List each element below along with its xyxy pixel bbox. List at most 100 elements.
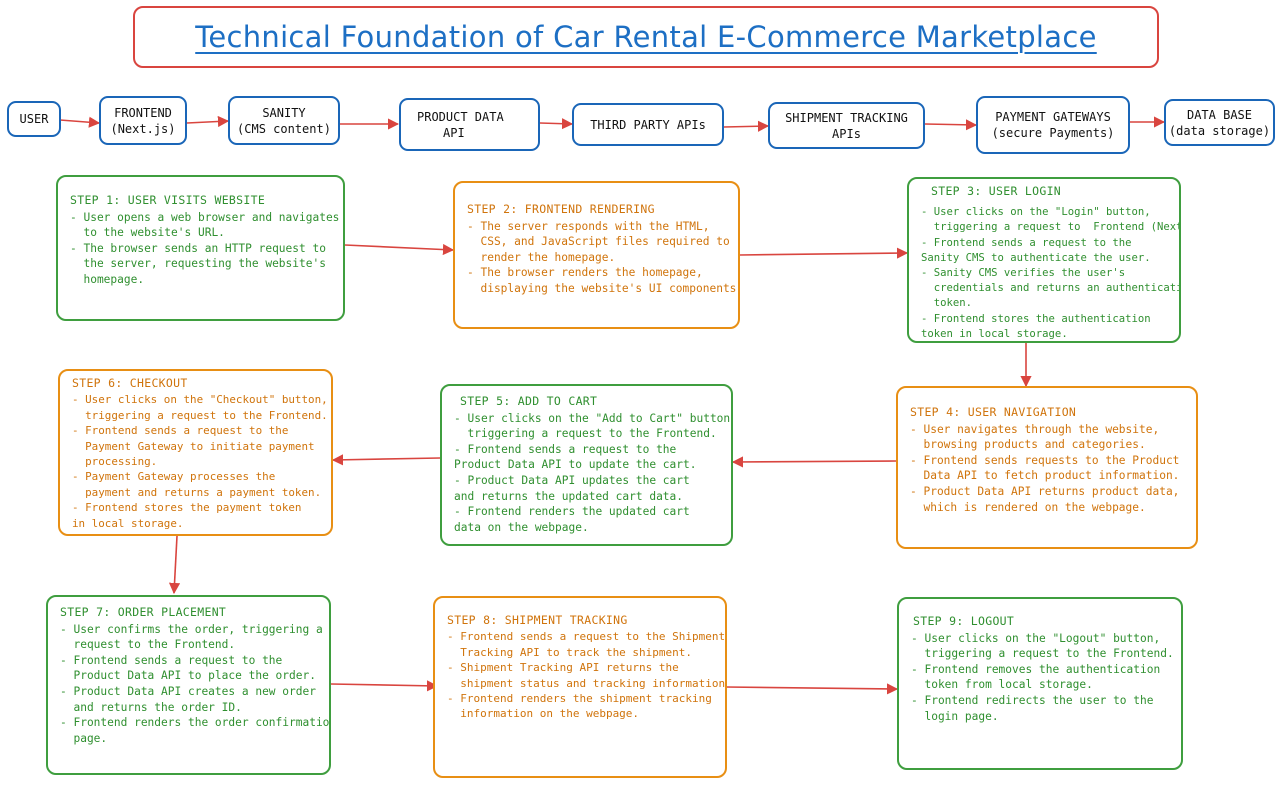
page-title: Technical Foundation of Car Rental E-Com… <box>195 20 1097 54</box>
node-line: PAYMENT GATEWAYS <box>995 110 1111 124</box>
arrow-shipment-payment <box>924 119 978 131</box>
arrow-third-party-shipment <box>723 120 770 132</box>
step-line: Data API to fetch product information. <box>910 469 1180 483</box>
step-line: - Payment Gateway processes the <box>72 470 276 484</box>
step-line: triggering a request to the Frontend. <box>911 647 1174 661</box>
arrow-step7-step8 <box>330 680 439 692</box>
step-line: which is rendered on the webpage. <box>910 500 1146 514</box>
step-line: displaying the website's UI components. <box>467 281 740 295</box>
node-product-data-api: PRODUCT DATA API <box>399 98 540 151</box>
node-line: (Next.js) <box>110 121 176 136</box>
arrow-frontend-sanity <box>186 115 230 128</box>
step-line: - User clicks on the "Logout" button, <box>911 631 1161 645</box>
step-line: CSS, and JavaScript files required to <box>467 235 730 249</box>
step-line: to the website's URL. <box>70 226 225 240</box>
step-line: - User clicks on the "Login" button, <box>921 206 1151 219</box>
step-line: - Product Data API creates a new order <box>60 684 316 698</box>
step-6-box: STEP 6: CHECKOUT - User clicks on the "C… <box>58 369 333 536</box>
step-line: - User navigates through the website, <box>910 422 1160 436</box>
step-3-box: STEP 3: USER LOGIN - User clicks on the … <box>907 177 1181 343</box>
step-title: STEP 3: USER LOGIN <box>931 184 1062 198</box>
step-line: Product Data API to place the order. <box>60 669 316 683</box>
step-line: - Frontend renders the shipment tracking <box>447 692 712 706</box>
step-line: - User clicks on the "Add to Cart" butto… <box>454 411 733 425</box>
node-sanity: SANITY (CMS content) <box>228 96 340 145</box>
step-line: - Frontend stores the payment token <box>72 501 302 515</box>
step-line: triggering a request to the Frontend. <box>72 408 328 422</box>
node-line: (data storage) <box>1168 123 1271 138</box>
step-line: - Frontend sends a request to the Shipme… <box>447 630 726 644</box>
node-line: SANITY <box>262 105 306 120</box>
step-line: render the homepage. <box>467 250 616 264</box>
step-8-box: STEP 8: SHIPMENT TRACKING - Frontend sen… <box>433 596 727 778</box>
node-shipment-tracking-apis: SHIPMENT TRACKING APIs <box>768 102 925 149</box>
step-line: processing. <box>72 455 158 469</box>
step-line: shipment status and tracking information… <box>447 676 727 690</box>
step-line: - Frontend sends a request to the <box>454 442 677 456</box>
step-line: - The server responds with the HTML, <box>467 219 710 233</box>
step-line: and returns the order ID. <box>60 700 242 714</box>
node-line: DATA BASE <box>1186 107 1253 122</box>
step-line: page. <box>60 731 108 745</box>
step-line: Sanity CMS to authenticate the user. <box>921 251 1151 264</box>
title-box: Technical Foundation of Car Rental E-Com… <box>133 6 1159 68</box>
step-line: in local storage. <box>72 516 184 530</box>
node-line: SHIPMENT TRACKING <box>785 110 908 125</box>
step-9-box: STEP 9: LOGOUT - User clicks on the "Log… <box>897 597 1183 770</box>
step-line: data on the webpage. <box>454 520 589 534</box>
step-line: homepage. <box>70 272 145 286</box>
node-database: DATA BASE (data storage) <box>1164 99 1275 146</box>
step-line: token. <box>921 297 973 310</box>
step-line: payment and returns a payment token. <box>72 485 322 499</box>
step-line: token from local storage. <box>911 678 1093 692</box>
step-line: - Frontend renders the updated cart <box>454 505 690 519</box>
node-line: APIs <box>832 126 861 141</box>
step-line: Tracking API to track the shipment. <box>447 645 693 659</box>
node-line: (CMS content) <box>237 121 331 136</box>
step-line: Payment Gateway to initiate payment <box>72 439 315 453</box>
node-line: API <box>443 125 465 140</box>
arrow-user-frontend <box>59 116 101 128</box>
step-line: - The browser sends an HTTP request to <box>70 241 326 255</box>
step-line: - Product Data API returns product data, <box>910 484 1180 498</box>
step-title: STEP 4: USER NAVIGATION <box>910 405 1077 419</box>
node-line: PRODUCT DATA <box>417 109 504 124</box>
step-line: request to the Frontend. <box>60 638 236 652</box>
step-7-box: STEP 7: ORDER PLACEMENT - User confirms … <box>46 595 331 775</box>
step-line: - Sanity CMS verifies the user's <box>921 267 1126 280</box>
arrow-step1-step2 <box>344 243 455 256</box>
arrow-step8-step9 <box>725 683 899 695</box>
arrow-step5-step6 <box>331 454 441 466</box>
arrow-step4-step5 <box>731 456 897 468</box>
node-payment-gateways: PAYMENT GATEWAYS (secure Payments) <box>976 96 1130 154</box>
step-line: - User opens a web browser and navigates <box>70 210 340 224</box>
step-line: Product Data API to update the cart. <box>454 458 697 472</box>
step-line: - User clicks on the "Checkout" button, <box>72 393 328 407</box>
step-line: - The browser renders the homepage, <box>467 266 703 280</box>
step-title: STEP 2: FRONTEND RENDERING <box>467 202 655 216</box>
node-line: FRONTEND <box>114 105 172 120</box>
step-line: - Frontend stores the authentication <box>921 312 1151 325</box>
step-line: triggering a request to Frontend (Next.j… <box>933 221 1181 234</box>
step-line: - Frontend sends a request to the <box>921 236 1132 249</box>
node-third-party-apis: THIRD PARTY APIs <box>572 103 724 146</box>
step-1-box: STEP 1: USER VISITS WEBSITE - User opens… <box>56 175 345 321</box>
node-line: THIRD PARTY APIs <box>590 117 706 132</box>
step-title: STEP 9: LOGOUT <box>913 614 1015 628</box>
node-user: USER <box>7 101 61 137</box>
step-line: - Frontend redirects the user to the <box>911 693 1154 707</box>
node-line: USER <box>19 112 49 126</box>
step-line: triggering a request to the Frontend. <box>454 427 717 441</box>
step-line: credentials and returns an authenticatio… <box>921 282 1181 295</box>
step-line: - Product Data API updates the cart <box>454 473 690 487</box>
step-2-box: STEP 2: FRONTEND RENDERING - The server … <box>453 181 740 329</box>
step-line: token in local storage. <box>921 327 1068 340</box>
step-line: - User confirms the order, triggering a <box>60 622 323 636</box>
step-line: - Frontend sends requests to the Product <box>910 453 1180 467</box>
step-line: - Frontend removes the authentication <box>911 662 1161 676</box>
step-line: the server, requesting the website's <box>70 257 326 271</box>
step-title: STEP 5: ADD TO CART <box>460 394 598 408</box>
node-line: (secure Payments) <box>991 126 1115 140</box>
step-line: login page. <box>911 709 999 723</box>
step-title: STEP 6: CHECKOUT <box>72 376 188 390</box>
